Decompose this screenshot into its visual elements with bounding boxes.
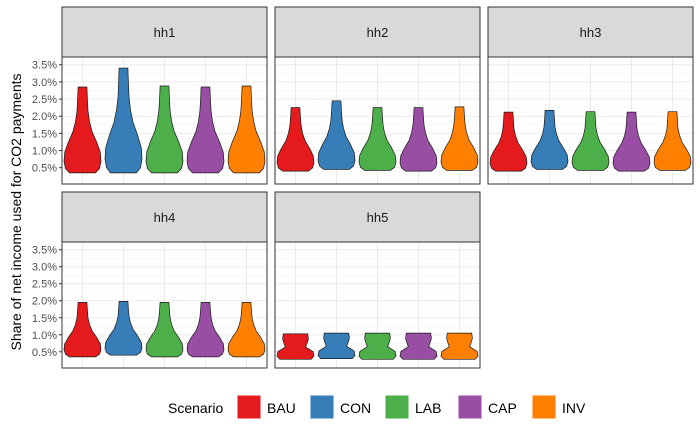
y-tick-label: 3.0% [32,262,57,274]
violin-hh5-CAP [399,332,438,360]
legend-item-cap: CAP [457,394,517,420]
violin-hh2-LAB [358,107,397,171]
legend-swatch [384,394,410,420]
violin-hh2-CAP [399,107,438,172]
y-tick-label: 0.5% [32,347,57,359]
y-tick-label: 3.5% [32,60,57,72]
violin-hh5-BAU [276,333,315,360]
violin-hh1-LAB [145,85,184,174]
legend-swatch [531,394,557,420]
panel-border [487,56,694,185]
facet-panel-hh4: hh4 0.5% 1.0% 1.5% 2.0% 2.5% 3.0% 3.5% [32,191,268,369]
violin-hh3-CAP [612,111,651,172]
legend-label: INV [562,400,586,416]
legend-label: CON [340,400,371,416]
violin-hh1-INV [227,85,266,174]
violin-hh4-CON [104,301,143,356]
legend-title: Scenario [168,400,223,416]
violin-hh1-CON [104,67,143,174]
violin-hh4-BAU [63,302,102,358]
legend-swatch [309,394,335,420]
y-tick-label: 1.5% [32,313,57,325]
legend-item-inv: INV [531,394,586,420]
legend: Scenario BAU CON LAB CAP INV [168,394,586,420]
violin-hh3-INV [653,111,692,171]
facet-strip [274,191,481,243]
facet-strip [487,6,694,58]
panel-border [274,241,481,369]
violin-hh4-INV [227,302,266,358]
legend-item-bau: BAU [236,394,296,420]
facet-strip-label: hh5 [367,210,389,225]
legend-swatch [457,394,483,420]
y-tick-label: 1.5% [32,128,57,140]
facet-strip-label: hh3 [580,25,602,40]
facet-strip [274,6,481,58]
facet-strip-label: hh4 [154,210,176,225]
y-tick-label: 2.5% [32,279,57,291]
panel-border [61,56,268,185]
legend-item-lab: LAB [384,394,441,420]
violin-hh5-LAB [358,332,397,360]
panel-border [274,56,481,185]
facets-layer: hh1 0.5% 1.0% 1.5% 2.0% 2.5% 3.0% 3.5% hh2 hh3 hh4… [32,6,694,369]
legend-label: BAU [267,400,296,416]
violin-hh4-LAB [145,302,184,358]
violin-hh1-BAU [63,86,102,174]
y-tick-label: 1.0% [32,146,57,158]
violin-hh5-INV [440,332,479,360]
y-tick-label: 1.0% [32,330,57,342]
violin-hh4-CAP [186,302,225,358]
y-tick-label: 3.5% [32,245,57,257]
violin-hh2-BAU [276,107,315,172]
facet-panel-hh1: hh1 0.5% 1.0% 1.5% 2.0% 2.5% 3.0% 3.5% [32,6,268,185]
violin-hh2-INV [440,106,479,171]
y-tick-label: 3.0% [32,77,57,89]
facet-strip-label: hh1 [154,25,176,40]
violin-hh3-BAU [489,111,528,172]
violin-hh5-CON [317,332,356,359]
facet-panel-hh2: hh2 [274,6,481,185]
facet-panel-hh5: hh5 [274,191,481,369]
y-axis-title: Share of net income used for CO2 payment… [8,73,24,350]
y-tick-label: 2.0% [32,111,57,123]
legend-swatch [236,394,262,420]
facet-strip [61,6,268,58]
legend-label: CAP [488,400,517,416]
facet-panel-hh3: hh3 [487,6,694,185]
facet-strip-label: hh2 [367,25,389,40]
y-tick-label: 0.5% [32,163,57,175]
y-tick-label: 2.5% [32,94,57,106]
violin-hh3-LAB [571,111,610,171]
violin-hh1-CAP [186,86,225,174]
panel-border [61,241,268,369]
y-tick-label: 2.0% [32,296,57,308]
violin-hh3-CON [530,110,569,170]
legend-label: LAB [415,400,441,416]
facet-strip [61,191,268,243]
legend-item-con: CON [309,394,371,420]
violin-hh2-CON [317,100,356,170]
